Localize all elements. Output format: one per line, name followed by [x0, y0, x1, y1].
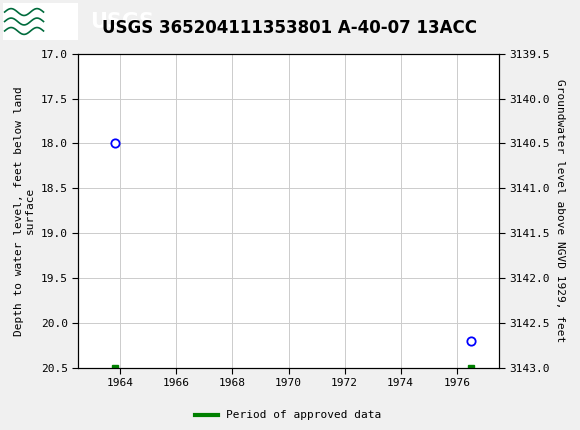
- Bar: [3, 3, 78, 40]
- Text: USGS 365204111353801 A-40-07 13ACC: USGS 365204111353801 A-40-07 13ACC: [103, 19, 477, 37]
- Y-axis label: Depth to water level, feet below land
surface: Depth to water level, feet below land su…: [14, 86, 35, 335]
- Legend: Period of approved data: Period of approved data: [191, 406, 386, 425]
- Text: USGS: USGS: [90, 12, 154, 31]
- Y-axis label: Groundwater level above NGVD 1929, feet: Groundwater level above NGVD 1929, feet: [555, 79, 566, 342]
